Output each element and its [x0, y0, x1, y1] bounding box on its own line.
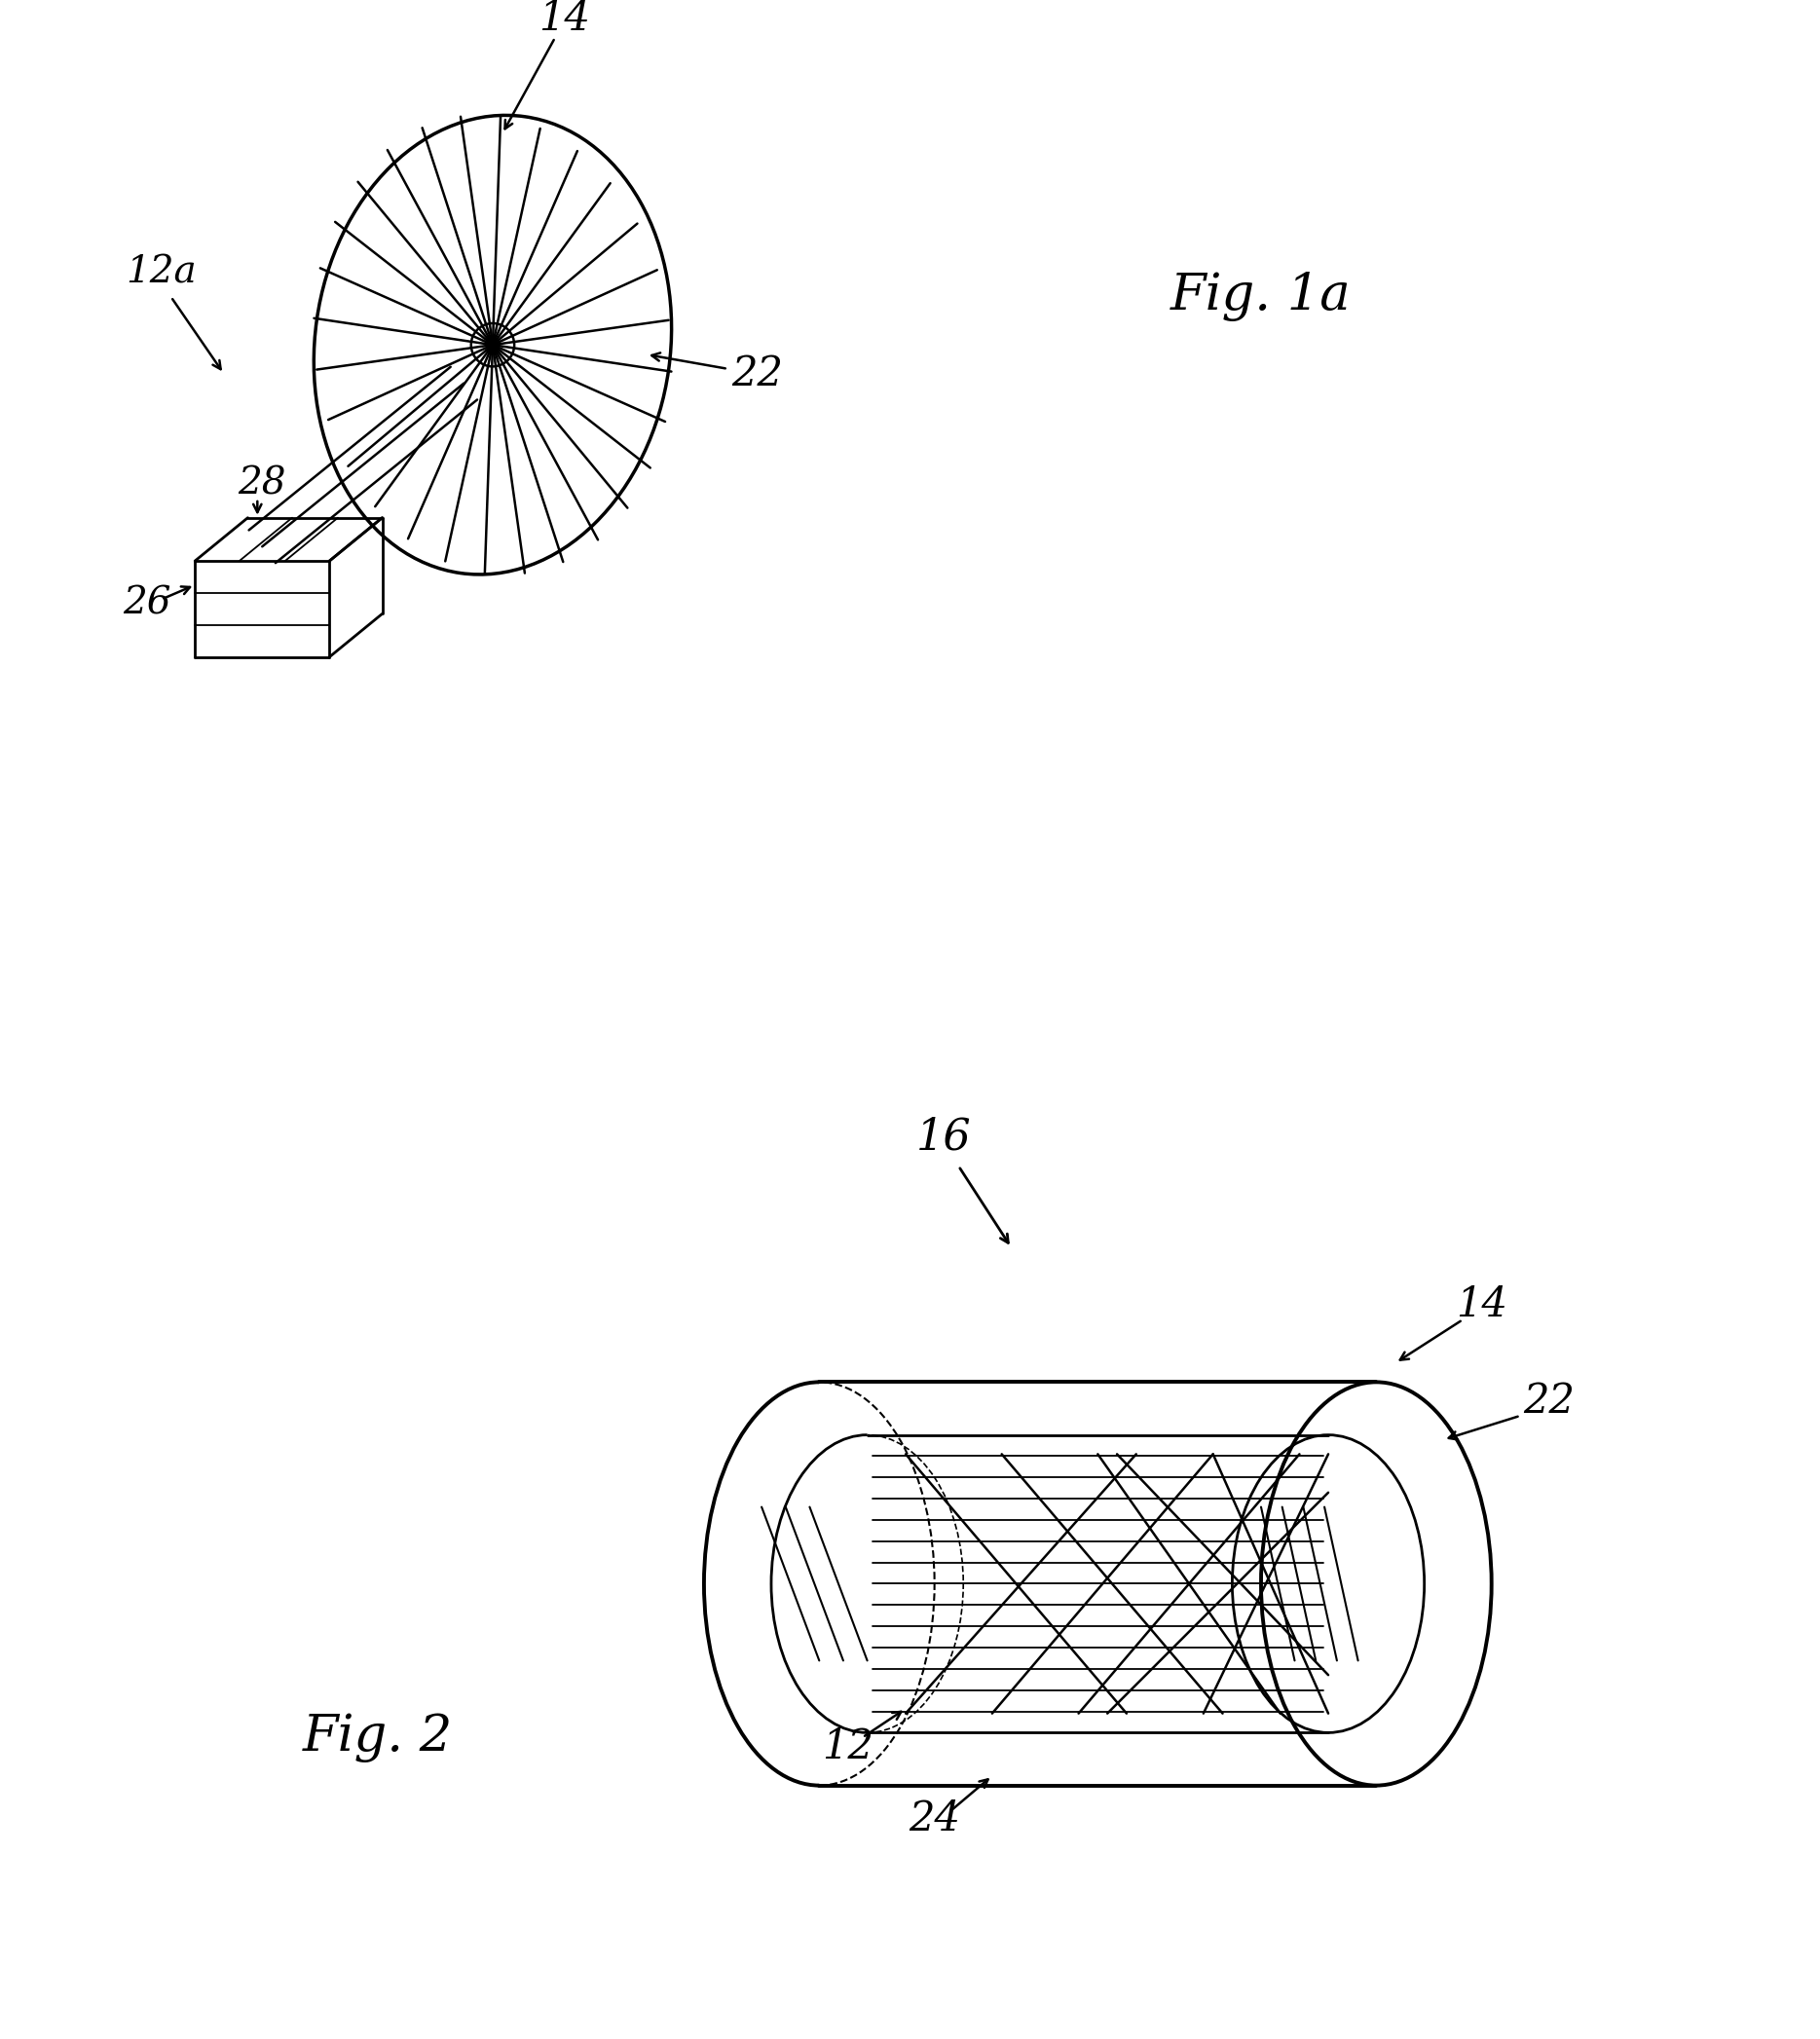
- Text: 22: 22: [732, 353, 783, 394]
- Text: 12: 12: [823, 1727, 874, 1768]
- Text: 28: 28: [238, 467, 286, 502]
- Text: 16: 16: [917, 1115, 972, 1158]
- Text: Fig. 2: Fig. 2: [302, 1713, 453, 1762]
- Text: 12a: 12a: [126, 255, 197, 292]
- Text: 24: 24: [908, 1798, 961, 1839]
- Text: Fig. 1a: Fig. 1a: [1170, 271, 1352, 322]
- Text: 14: 14: [1456, 1285, 1507, 1325]
- Text: 14: 14: [539, 0, 590, 39]
- Text: 26: 26: [122, 585, 171, 622]
- Text: 22: 22: [1523, 1380, 1574, 1421]
